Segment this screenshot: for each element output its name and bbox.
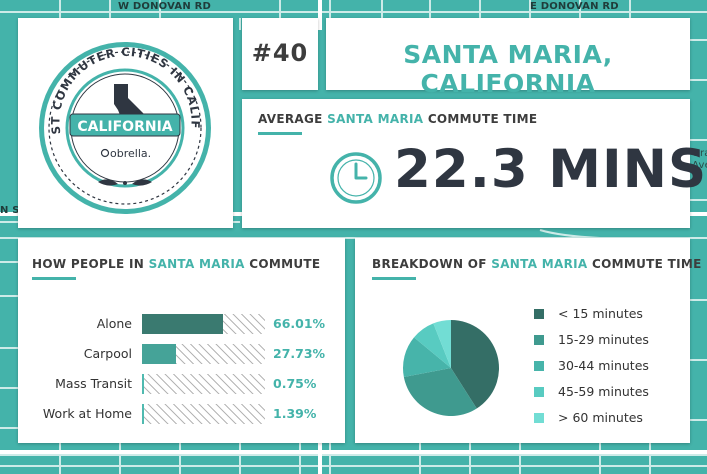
mode-value: 1.39% — [273, 406, 317, 421]
pie-slice — [403, 368, 477, 416]
title-underline — [372, 277, 416, 280]
commuter-cities-seal: 40 BEST COMMUTER CITIES IN CALIFORNIA CA… — [13, 7, 211, 214]
street-label-w-donovan: W DONOVAN RD — [118, 1, 211, 12]
city-title: SANTA MARIA, CALIFORNIA — [403, 40, 613, 98]
breakdown-title: BREAKDOWN OF SANTA MARIA COMMUTE TIME — [372, 257, 702, 271]
commute-modes-title: HOW PEOPLE IN SANTA MARIA COMMUTE — [32, 257, 321, 271]
average-commute-card: AVERAGE SANTA MARIA COMMUTE TIME 22.3 MI… — [242, 99, 706, 228]
breakdown-card: BREAKDOWN OF SANTA MARIA COMMUTE TIME < … — [355, 238, 701, 443]
badge-card: 40 BEST COMMUTER CITIES IN CALIFORNIA CA… — [13, 7, 233, 228]
average-commute-value: 22.3 MINS — [394, 139, 707, 200]
street-label-e-donovan: E DONOVAN RD — [530, 1, 619, 12]
laurel-icon — [98, 179, 152, 186]
clock-icon — [330, 152, 382, 204]
mode-bar — [142, 404, 144, 424]
average-commute-title: AVERAGE SANTA MARIA COMMUTE TIME — [258, 112, 538, 126]
commute-modes-card: HOW PEOPLE IN SANTA MARIA COMMUTE Alone 6… — [18, 238, 345, 443]
mode-label: Mass Transit — [55, 376, 132, 391]
mode-bar — [142, 374, 144, 394]
mode-bar-track — [142, 404, 265, 424]
commute-time-pie-chart — [403, 320, 499, 416]
pie-slice — [451, 320, 499, 409]
mode-bar-track — [142, 344, 265, 364]
legend-label: < 15 minutes — [558, 306, 643, 321]
city-title-card: SANTA MARIA, CALIFORNIA — [326, 18, 690, 98]
street-label-fragment-left: N S — [0, 205, 20, 216]
legend-swatch — [534, 387, 544, 397]
legend-label: 30-44 minutes — [558, 358, 649, 373]
legend-swatch — [534, 309, 544, 319]
title-underline — [258, 132, 302, 135]
mode-label: Carpool — [83, 346, 132, 361]
mode-value: 27.73% — [273, 346, 326, 361]
title-underline — [32, 277, 76, 280]
mode-bar-track — [142, 374, 265, 394]
street-label-fragment-right-1: Grand — [692, 148, 707, 159]
mode-value: 66.01% — [273, 316, 326, 331]
rank-card: #40 — [242, 18, 318, 90]
street-label-fragment-right-2: Ave — [692, 160, 707, 171]
legend-label: 15-29 minutes — [558, 332, 649, 347]
brand-logo-text: obrella. — [110, 147, 151, 160]
mode-bar-track — [142, 314, 265, 334]
mode-label: Work at Home — [42, 406, 132, 421]
mode-bar — [142, 314, 224, 334]
legend-swatch — [534, 361, 544, 371]
mode-bar — [142, 344, 177, 364]
pie-slice — [433, 320, 451, 368]
rank-number: #40 — [251, 39, 309, 67]
legend-label: 45-59 minutes — [558, 384, 649, 399]
mode-label: Alone — [96, 316, 132, 331]
legend-swatch — [534, 413, 544, 423]
legend-swatch — [534, 335, 544, 345]
pie-slice — [414, 323, 451, 368]
legend-label: > 60 minutes — [558, 410, 643, 425]
pie-slice — [403, 337, 451, 377]
seal-banner-text: CALIFORNIA — [77, 119, 172, 135]
mode-value: 0.75% — [273, 376, 317, 391]
